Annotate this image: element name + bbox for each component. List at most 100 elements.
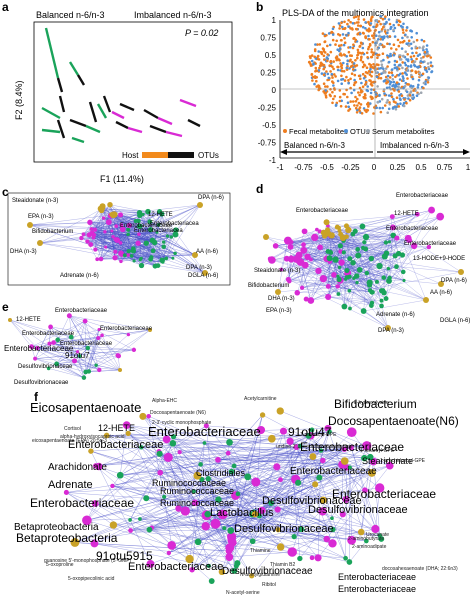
network-node xyxy=(338,243,343,248)
scatter-point xyxy=(347,19,350,22)
network-node xyxy=(203,441,207,445)
scatter-point xyxy=(357,21,360,24)
scatter-point xyxy=(339,100,342,103)
scatter-point xyxy=(395,48,398,51)
scatter-point xyxy=(410,36,413,39)
network-node xyxy=(382,253,388,259)
panel-f-node-label: Desulfovibrionaceae xyxy=(234,523,334,535)
scatter-point xyxy=(360,89,363,92)
network-node xyxy=(280,428,287,435)
network-node xyxy=(83,370,88,375)
scatter-point xyxy=(424,51,427,54)
panel-c-node-label: Bifidobacterium xyxy=(32,229,73,235)
scatter-point xyxy=(352,43,355,46)
scatter-point xyxy=(339,24,342,27)
network-node xyxy=(83,319,88,324)
legend-dot-serum xyxy=(366,129,370,133)
scatter-point xyxy=(323,48,326,51)
network-node xyxy=(300,286,304,290)
scatter-point xyxy=(349,46,352,49)
scatter-point xyxy=(346,63,349,66)
scatter-point xyxy=(351,72,354,75)
panel-c-node-label: Steaidonate (n-3) xyxy=(12,198,58,204)
network-node xyxy=(351,232,356,237)
scatter-point xyxy=(362,61,365,64)
panel-a-legend-otus: OTUs xyxy=(198,151,219,160)
panel-a-frame xyxy=(34,22,232,162)
scatter-point xyxy=(395,106,398,109)
scatter-point xyxy=(392,98,395,101)
network-node xyxy=(289,240,293,244)
network-node xyxy=(138,517,142,521)
scatter-point xyxy=(368,79,371,82)
scatter-point xyxy=(356,98,359,101)
network-node xyxy=(166,234,169,237)
network-node xyxy=(357,267,363,273)
scatter-point xyxy=(349,54,352,57)
panel-a-svg: a Balanced n-6/n-3 Imbalanced n-6/n-3 P … xyxy=(0,0,240,185)
network-node xyxy=(178,450,182,454)
network-node xyxy=(126,253,130,257)
network-node xyxy=(132,259,135,262)
scatter-point xyxy=(403,98,406,101)
panel-f-node-label: Lactobacillus xyxy=(210,507,274,519)
network-node xyxy=(277,543,285,551)
scatter-point xyxy=(340,78,343,81)
panel-a-group-right: Imbalanced n-6/n-3 xyxy=(134,10,212,20)
panel-b-letter: b xyxy=(256,0,263,14)
network-node xyxy=(268,256,273,261)
scatter-point xyxy=(329,95,332,98)
scatter-point xyxy=(366,52,369,55)
scatter-point xyxy=(371,71,374,74)
scatter-point xyxy=(366,85,369,88)
network-node xyxy=(144,240,149,245)
panel-d-node-label: Steaidonate (n-3) xyxy=(254,268,300,274)
scatter-point xyxy=(358,110,361,113)
network-node xyxy=(82,375,86,379)
scatter-point xyxy=(410,64,413,67)
scatter-point xyxy=(360,82,363,85)
panel-f-node-label: 91otu47 xyxy=(288,425,332,439)
network-node xyxy=(328,539,336,547)
scatter-point xyxy=(311,79,314,82)
scatter-point xyxy=(418,79,421,82)
scatter-point xyxy=(401,94,404,97)
network-node xyxy=(147,527,153,533)
scatter-point xyxy=(361,52,364,55)
scatter-point xyxy=(323,74,326,77)
scatter-point xyxy=(347,25,350,28)
procrustes-segment xyxy=(128,128,142,132)
panel-b-y-tick: -0.5 xyxy=(262,121,276,130)
scatter-point xyxy=(360,42,363,45)
network-node xyxy=(344,223,349,228)
scatter-point xyxy=(383,88,386,91)
panel-a-letter: a xyxy=(2,0,9,14)
scatter-point xyxy=(406,77,409,80)
scatter-point xyxy=(368,63,371,66)
scatter-point xyxy=(363,18,366,21)
scatter-point xyxy=(397,24,400,27)
scatter-point xyxy=(409,91,412,94)
scatter-point xyxy=(334,95,337,98)
scatter-point xyxy=(416,39,419,42)
network-node xyxy=(329,250,333,254)
scatter-point xyxy=(340,44,343,47)
network-node xyxy=(130,254,134,258)
scatter-point xyxy=(378,73,381,76)
network-node xyxy=(268,435,276,443)
scatter-point xyxy=(342,33,345,36)
scatter-point xyxy=(366,56,369,59)
scatter-point xyxy=(374,42,377,45)
panel-b-y-tick: -1 xyxy=(269,156,277,165)
scatter-point xyxy=(412,89,415,92)
scatter-point xyxy=(392,107,395,110)
scatter-point xyxy=(426,53,429,56)
scatter-point xyxy=(317,84,320,87)
scatter-point xyxy=(345,55,348,58)
network-node xyxy=(344,234,349,239)
scatter-point xyxy=(353,104,356,107)
network-node xyxy=(347,256,352,261)
scatter-point xyxy=(426,50,429,53)
scatter-point xyxy=(340,75,343,78)
